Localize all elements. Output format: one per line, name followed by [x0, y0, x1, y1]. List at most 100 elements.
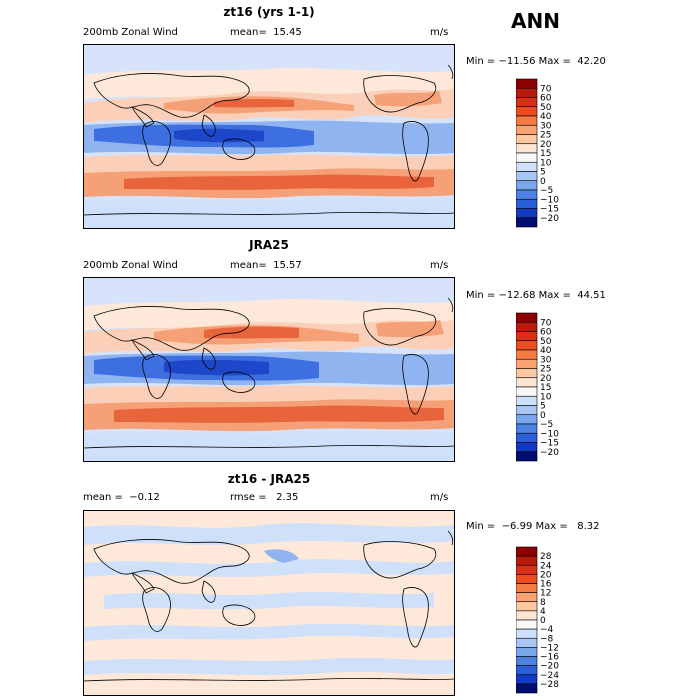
- colorbar-swatch: [516, 217, 538, 228]
- p3-field-band-3: [104, 591, 434, 610]
- colorbar-swatch: [516, 161, 538, 172]
- colorbar-swatch: [516, 555, 538, 566]
- colorbar-swatch: [516, 647, 538, 657]
- colorbar-swatch: [516, 87, 538, 98]
- colorbar-swatch: [516, 124, 538, 135]
- colorbar-tick-label: −10: [540, 195, 559, 205]
- colorbar-tick-label: 0: [540, 177, 546, 187]
- colorbar-tick-label: 25: [540, 131, 551, 141]
- colorbar-swatch: [516, 312, 538, 323]
- panel1-units: m/s: [430, 27, 449, 38]
- p2-field-north-band: [84, 299, 454, 330]
- colorbar-swatch: [516, 368, 538, 379]
- p1-coastlines: [84, 64, 454, 216]
- colorbar-tick-label: 16: [540, 580, 552, 590]
- colorbar-tick-label: −16: [540, 653, 559, 663]
- colorbar-tick-label: 70: [540, 318, 552, 328]
- p3-coastlines: [84, 530, 454, 682]
- colorbar-swatch: [516, 189, 538, 200]
- colorbar-tick-label: −5: [540, 186, 553, 196]
- panel2-title: JRA25: [249, 238, 289, 252]
- colorbar-tick-label: −24: [540, 671, 559, 681]
- colorbar-swatch: [516, 564, 538, 575]
- colorbar-swatch: [516, 683, 538, 694]
- panel3-title: zt16 - JRA25: [227, 472, 311, 486]
- colorbar-swatch: [516, 143, 538, 154]
- panel1-title: zt16 (yrs 1-1): [223, 5, 315, 19]
- colorbar-swatch: [516, 637, 538, 648]
- colorbar-swatch: [516, 208, 538, 219]
- colorbar-swatch: [516, 340, 538, 351]
- colorbar-swatch: [516, 106, 538, 117]
- panel3-colorbar: 28 24 20 16 12 8 4 0 −4 −8 −12 −16 −20 −24 −28: [516, 546, 576, 694]
- colorbar-tick-label: 70: [540, 84, 552, 94]
- p3-field-patch-neg: [264, 549, 299, 563]
- colorbar-tick-label: 5: [540, 168, 546, 178]
- colorbar-tick-label: 10: [540, 392, 552, 402]
- p3-field-band-5: [84, 657, 454, 675]
- panel2-map-svg: [84, 278, 454, 461]
- panel1-mean-label: mean= 15.45: [230, 27, 302, 38]
- panel3-map: [83, 510, 455, 696]
- panel2-colorbar: 70 60 50 40 30 25 20 15 10 5 0 −5 −10 −15 −20: [516, 312, 576, 462]
- colorbar-swatch: [516, 152, 538, 163]
- colorbar-swatch: [516, 583, 538, 593]
- colorbar-swatch: [516, 349, 538, 360]
- colorbar-swatch: [516, 198, 538, 209]
- panel3-units: m/s: [430, 492, 449, 503]
- colorbar-swatch: [516, 386, 538, 397]
- panel2-units: m/s: [430, 260, 449, 271]
- colorbar-tick-label: −20: [540, 448, 559, 458]
- colorbar-tick-label: 0: [540, 616, 546, 626]
- panel1-colorbar: 70 60 50 40 30 25 20 15 10 5 0 −5 −10 −15 −20: [516, 78, 576, 228]
- colorbar-swatch: [516, 331, 538, 342]
- colorbar-swatch: [516, 180, 538, 191]
- colorbar-swatch: [516, 423, 538, 434]
- colorbar-tick-label: 4: [540, 607, 546, 617]
- p1-field-tropics-min: [174, 128, 264, 143]
- colorbar-swatch: [516, 601, 538, 612]
- p1-field-sh-jet-core: [124, 174, 434, 190]
- colorbar-tick-label: 40: [540, 346, 552, 356]
- colorbar-tick-label: 20: [540, 140, 552, 150]
- colorbar-tick-label: 20: [540, 570, 552, 580]
- p1-field-atl-jet: [374, 91, 442, 107]
- panel2-map: [83, 277, 455, 462]
- colorbar-swatch: [516, 574, 538, 584]
- colorbar-tick-label: −8: [540, 634, 554, 644]
- p2-field-tropics-min: [164, 359, 269, 376]
- colorbar-tick-label: 50: [540, 337, 552, 347]
- panel2-mean-label: mean= 15.57: [230, 260, 302, 271]
- colorbar-swatch: [516, 377, 538, 388]
- colorbar-tick-label: −5: [540, 420, 553, 430]
- colorbar-tick-label: −28: [540, 680, 559, 690]
- panel3-min-max: Min = −6.99 Max = 8.32: [466, 521, 600, 532]
- panel2-variable-label: 200mb Zonal Wind: [83, 260, 178, 271]
- colorbar-swatch: [516, 619, 538, 630]
- p3-field-band-4: [84, 623, 454, 641]
- p2-field-sh-jet-core: [114, 405, 444, 423]
- colorbar-tick-label: 15: [540, 383, 551, 393]
- colorbar-swatch: [516, 592, 538, 603]
- colorbar-swatch: [516, 451, 538, 462]
- colorbar-swatch: [516, 115, 538, 126]
- colorbar-tick-label: 8: [540, 598, 546, 608]
- panel1-map-svg: [84, 45, 454, 228]
- colorbar-tick-label: 25: [540, 365, 551, 375]
- p1-field-nh-jet-max: [214, 98, 294, 108]
- colorbar-swatch: [516, 656, 538, 666]
- colorbar-swatch: [516, 321, 538, 332]
- panel1-min-max: Min = −11.56 Max = 42.20: [466, 56, 606, 67]
- colorbar-tick-label: 30: [540, 355, 552, 365]
- colorbar-tick-label: 24: [540, 561, 552, 571]
- colorbar-swatch: [516, 546, 538, 557]
- colorbar-tick-label: 5: [540, 402, 546, 412]
- colorbar-tick-label: 0: [540, 411, 546, 421]
- colorbar-swatch: [516, 432, 538, 443]
- colorbar-tick-label: 50: [540, 103, 552, 113]
- colorbar-tick-label: 60: [540, 328, 552, 338]
- colorbar-tick-label: −4: [540, 625, 554, 635]
